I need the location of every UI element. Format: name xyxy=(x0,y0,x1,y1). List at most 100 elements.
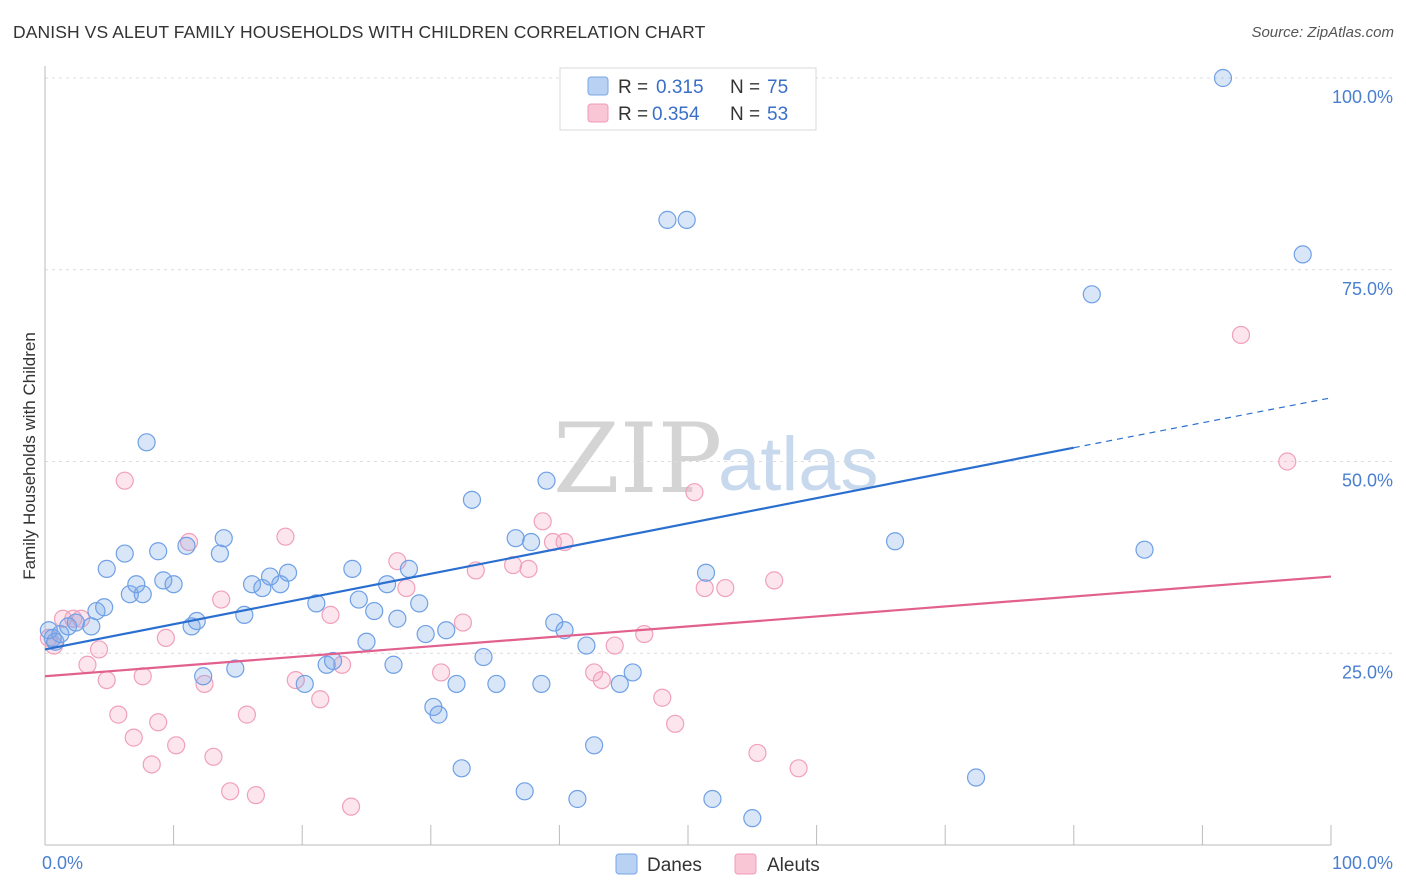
tick-labels: 25.0% 50.0% 75.0% 100.0% 0.0% 100.0% xyxy=(42,87,1393,873)
aleuts-point xyxy=(124,728,143,747)
danes-point xyxy=(410,594,429,613)
aleuts-point xyxy=(1278,452,1297,471)
danes-point xyxy=(545,613,564,632)
danes-point xyxy=(437,621,456,640)
aleuts-point xyxy=(695,578,714,598)
danes-point xyxy=(487,674,506,694)
danes-point xyxy=(384,655,403,674)
danes-point xyxy=(537,471,556,490)
aleuts-point xyxy=(276,527,295,546)
aleuts-point xyxy=(453,613,473,632)
aleuts-point xyxy=(286,670,305,690)
danes-point xyxy=(242,575,262,594)
danes-point xyxy=(610,674,629,694)
danes-point xyxy=(585,736,604,755)
aleuts-point xyxy=(592,670,611,690)
danes-point xyxy=(452,759,471,778)
aleuts-point xyxy=(666,714,685,733)
danes-point xyxy=(51,624,70,644)
danes-point xyxy=(388,609,407,628)
chart-title: DANISH VS ALEUT FAMILY HOUSEHOLDS WITH C… xyxy=(13,22,706,42)
danes-point xyxy=(194,667,213,686)
danes-point xyxy=(307,594,326,613)
danes-point xyxy=(532,674,551,694)
aleuts-point xyxy=(431,663,451,682)
aleuts-point xyxy=(221,782,240,801)
danes-point xyxy=(416,624,435,644)
series-aleuts xyxy=(39,325,1297,816)
y-tick-label: 100.0% xyxy=(1332,87,1393,107)
danes-point xyxy=(462,490,482,509)
danes-point xyxy=(82,617,101,636)
legend-r-value-aleuts: 0.354 xyxy=(652,104,700,125)
aleuts-point xyxy=(311,690,330,709)
aleuts-point xyxy=(89,640,109,659)
y-axis-label: Family Households with Children xyxy=(20,332,39,580)
y-tick-label: 25.0% xyxy=(1342,662,1393,682)
aleuts-point xyxy=(1231,325,1251,345)
danes-point xyxy=(1135,540,1154,559)
aleuts-point xyxy=(789,759,808,778)
danes-point xyxy=(1082,285,1101,304)
aleuts-point xyxy=(109,705,128,724)
aleuts-point xyxy=(519,559,538,578)
danes-point xyxy=(164,575,183,594)
aleuts-point xyxy=(195,674,214,694)
danes-point xyxy=(214,529,233,548)
danes-point xyxy=(323,651,343,671)
aleuts-point xyxy=(78,655,97,674)
danes-point xyxy=(115,544,134,563)
aleuts-point xyxy=(167,736,186,755)
aleuts-point xyxy=(533,512,552,531)
danes-point xyxy=(149,542,168,561)
danes-point xyxy=(137,433,156,452)
danes-point xyxy=(295,674,314,694)
aleuts-point xyxy=(748,743,767,763)
legend-swatch-aleuts xyxy=(587,103,609,123)
danes-point xyxy=(133,585,152,604)
legend-bottom-swatch-danes xyxy=(615,853,638,875)
danes-point xyxy=(120,585,139,604)
danes-point xyxy=(522,532,541,552)
legend-bottom-swatch-aleuts xyxy=(734,853,757,875)
danes-point xyxy=(1213,68,1233,88)
danes-point xyxy=(429,705,448,724)
danes-point xyxy=(365,601,384,621)
aleuts-point xyxy=(321,605,340,625)
aleuts-point xyxy=(397,578,416,598)
watermark-zip: ZIP xyxy=(553,403,722,515)
danes-point xyxy=(677,210,696,229)
danes-point xyxy=(568,789,587,809)
danes-point xyxy=(127,575,146,594)
danes-point xyxy=(278,563,298,582)
aleuts-point xyxy=(716,578,735,598)
legend-r-label-aleuts: R = xyxy=(618,104,648,125)
legend-r-label-danes: R = xyxy=(618,77,648,98)
danes-point xyxy=(66,613,85,632)
danes-point xyxy=(357,632,376,651)
legend-n-value-aleuts: 53 xyxy=(767,104,788,125)
legend-swatch-danes xyxy=(587,76,609,96)
aleuts-point xyxy=(156,628,175,648)
legend-r-value-danes: 0.315 xyxy=(656,77,704,98)
series-danes xyxy=(39,68,1312,828)
danes-trend-line xyxy=(44,446,1075,651)
aleuts-point xyxy=(332,655,352,674)
danes-point xyxy=(260,567,280,586)
x-tick-label-min: 0.0% xyxy=(42,853,83,873)
danes-point xyxy=(349,590,368,609)
aleuts-point xyxy=(653,688,672,707)
legend-top: R = 0.315 N = 75 R = 0.354 N = 53 xyxy=(559,67,817,131)
danes-point xyxy=(555,621,574,640)
danes-point xyxy=(623,663,642,682)
legend-n-value-danes: 75 xyxy=(767,77,788,98)
danes-point xyxy=(154,571,173,590)
danes-point xyxy=(399,559,419,578)
danes-trend-extension xyxy=(1073,397,1332,449)
danes-point xyxy=(226,659,245,678)
danes-point xyxy=(885,532,905,551)
aleuts-point xyxy=(341,797,361,816)
aleuts-point xyxy=(115,471,134,490)
aleuts-point xyxy=(605,636,624,655)
